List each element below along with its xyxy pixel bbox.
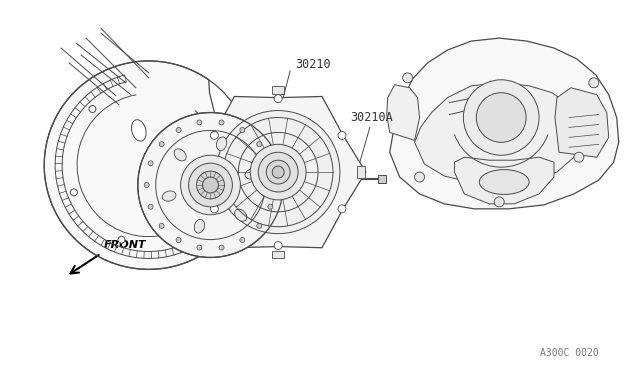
Circle shape <box>272 166 284 178</box>
Circle shape <box>180 155 241 215</box>
Circle shape <box>196 222 204 230</box>
Circle shape <box>138 113 283 257</box>
Circle shape <box>250 144 306 200</box>
Circle shape <box>148 161 153 166</box>
Polygon shape <box>454 157 554 204</box>
Circle shape <box>189 163 232 207</box>
Ellipse shape <box>174 149 186 161</box>
Circle shape <box>574 152 584 162</box>
Circle shape <box>240 238 245 243</box>
Circle shape <box>118 236 125 243</box>
Ellipse shape <box>195 219 205 233</box>
Circle shape <box>338 205 346 213</box>
Circle shape <box>159 142 164 147</box>
Polygon shape <box>390 38 619 209</box>
Circle shape <box>148 204 153 209</box>
Circle shape <box>463 80 539 155</box>
Circle shape <box>257 142 262 147</box>
Circle shape <box>240 128 245 132</box>
Ellipse shape <box>216 137 227 151</box>
Ellipse shape <box>163 191 176 201</box>
Circle shape <box>257 223 262 228</box>
Circle shape <box>211 131 218 140</box>
Polygon shape <box>415 83 581 184</box>
Circle shape <box>272 183 276 187</box>
Circle shape <box>216 110 340 234</box>
Text: 30210A: 30210A <box>350 111 392 124</box>
Text: A300C 0020: A300C 0020 <box>540 348 599 358</box>
Circle shape <box>144 183 149 187</box>
Circle shape <box>202 177 218 193</box>
Text: 30210: 30210 <box>295 58 331 71</box>
Polygon shape <box>378 175 386 183</box>
Polygon shape <box>357 166 365 178</box>
Polygon shape <box>272 250 284 259</box>
Circle shape <box>274 241 282 250</box>
Circle shape <box>589 78 599 88</box>
Text: FRONT: FRONT <box>104 240 147 250</box>
Circle shape <box>196 171 225 199</box>
Circle shape <box>415 172 424 182</box>
Circle shape <box>338 131 346 140</box>
Circle shape <box>176 128 181 132</box>
Polygon shape <box>272 86 284 94</box>
Ellipse shape <box>245 169 259 179</box>
Ellipse shape <box>235 209 247 221</box>
Circle shape <box>259 152 298 192</box>
Ellipse shape <box>479 170 529 195</box>
Circle shape <box>219 245 224 250</box>
Polygon shape <box>44 61 253 269</box>
Circle shape <box>70 189 77 196</box>
Circle shape <box>197 245 202 250</box>
Circle shape <box>268 161 273 166</box>
Circle shape <box>268 204 273 209</box>
Circle shape <box>219 120 224 125</box>
Circle shape <box>274 95 282 103</box>
Circle shape <box>197 120 202 125</box>
Circle shape <box>266 160 290 184</box>
Circle shape <box>476 93 526 142</box>
Circle shape <box>89 106 96 112</box>
Polygon shape <box>387 85 420 140</box>
Circle shape <box>494 197 504 207</box>
Circle shape <box>176 238 181 243</box>
Polygon shape <box>191 96 366 248</box>
Polygon shape <box>191 166 200 178</box>
Circle shape <box>211 205 218 213</box>
Polygon shape <box>555 88 609 157</box>
Text: 30100: 30100 <box>180 237 216 250</box>
Circle shape <box>403 73 413 83</box>
Circle shape <box>159 223 164 228</box>
Ellipse shape <box>131 120 146 141</box>
